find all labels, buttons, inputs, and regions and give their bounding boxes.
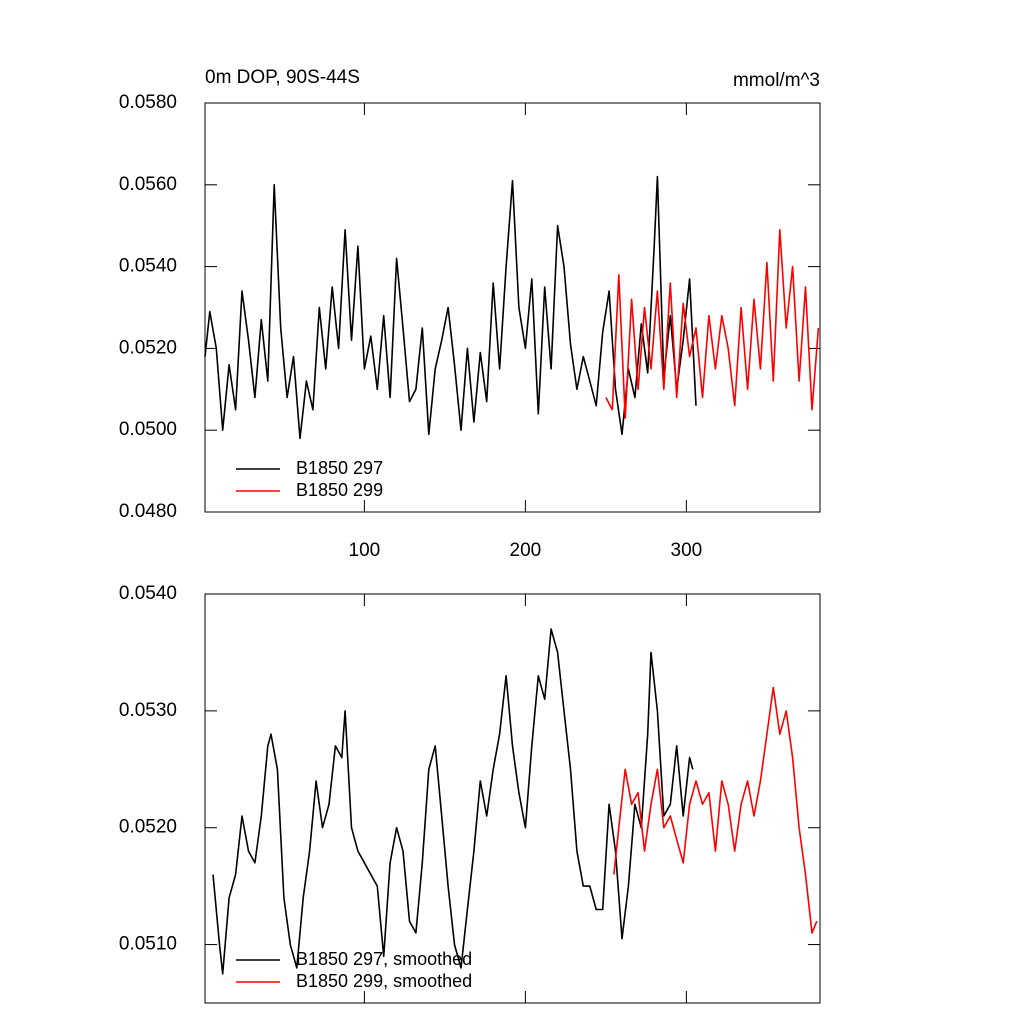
y-tick-label: 0.0540: [119, 583, 177, 604]
y-tick-label: 0.0510: [119, 934, 177, 955]
legend-label: B1850 299, smoothed: [296, 971, 472, 991]
y-tick-label: 0.0580: [119, 92, 177, 113]
x-tick-label: 200: [510, 540, 542, 561]
data-line: [204, 175, 697, 440]
y-tick-label: 0.0500: [119, 419, 177, 440]
legend-label: B1850 297: [296, 458, 383, 478]
y-tick-label: 0.0520: [119, 337, 177, 358]
data-line: [605, 229, 820, 419]
y-tick-label: 0.0530: [119, 700, 177, 721]
x-tick-label: 300: [671, 540, 703, 561]
units-label: mmol/m^3: [733, 70, 820, 91]
legend-label: B1850 299: [296, 480, 383, 500]
plot-frame: [204, 593, 821, 1004]
y-tick-label: 0.0560: [119, 174, 177, 195]
y-tick-label: 0.0480: [119, 501, 177, 522]
data-line: [613, 686, 818, 934]
chart-title: 0m DOP, 90S-44S: [205, 67, 360, 88]
data-line: [212, 628, 694, 975]
y-tick-label: 0.0520: [119, 817, 177, 838]
y-tick-label: 0.0540: [119, 256, 177, 277]
legend-label: B1850 297, smoothed: [296, 949, 472, 969]
x-tick-label: 100: [349, 540, 381, 561]
plot-frame: [204, 102, 821, 513]
